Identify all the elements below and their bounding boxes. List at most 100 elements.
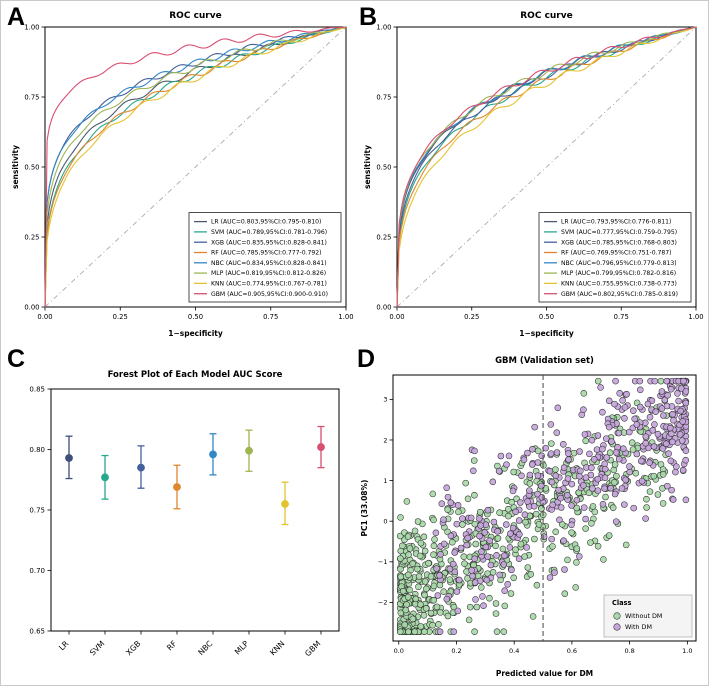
svg-text:0.25: 0.25 [24,233,39,241]
panel-c-forest-plot: C Forest Plot of Each Model AUC Score 0.6… [7,345,353,683]
forest-point-xgb [137,445,145,489]
svg-text:PC1 (33.08%): PC1 (33.08%) [360,480,369,537]
svg-text:1: 1 [383,477,387,485]
roc-curve-xgb [44,26,347,308]
svg-text:LR: LR [57,639,71,653]
svg-text:SVM: SVM [88,639,106,657]
svg-text:1.00: 1.00 [688,313,703,321]
scatter-legend: Class Without DM With DM [603,594,693,638]
roc-curve-nbc [44,26,347,308]
svg-text:SVM (AUC=0.789,95%CI:0.781-0.7: SVM (AUC=0.789,95%CI:0.781-0.796) [211,229,327,236]
panel-label-a: A [7,3,26,31]
svg-text:0.00: 0.00 [389,313,404,321]
roc-curve-gbm [396,26,697,308]
forest-point-svm [101,454,109,500]
svg-text:1.00: 1.00 [24,23,39,31]
svg-text:0.2: 0.2 [451,647,461,655]
svg-text:1−specificity: 1−specificity [519,329,574,338]
svg-text:MLP (AUC=0.799,95%CI:0.782-0.8: MLP (AUC=0.799,95%CI:0.782-0.816) [561,270,676,277]
forest-point-nbc [209,433,217,476]
svg-text:0.85: 0.85 [29,386,45,394]
panel-label-d: D [357,345,376,373]
svg-text:0.75: 0.75 [614,313,629,321]
panel-label-b: B [359,3,378,31]
svg-text:2: 2 [383,436,387,444]
roc-curve-knn [44,26,347,308]
svg-text:0.8: 0.8 [624,647,634,655]
panel-b-roc-validation: B 0.00 0.25 0.50 0.75 1.00 0.00 0.25 0.50 0.75 1.… [359,3,705,341]
svg-text:XGB (AUC=0.835,95%CI:0.828-0.8: XGB (AUC=0.835,95%CI:0.828-0.841) [211,239,327,246]
svg-text:MLP: MLP [233,639,251,657]
roc-legend: LR (AUC=0.803,95%CI:0.795-0.810) SVM (AUC… [188,212,342,303]
svg-text:sensitivity: sensitivity [363,145,372,189]
roc-legend: LR (AUC=0.793,95%CI:0.776-0.811) SVM (AUC… [538,212,692,303]
svg-text:0.6: 0.6 [567,647,577,655]
svg-text:XGB: XGB [124,639,142,657]
panel-a-roc-training: A 0.00 0.25 0.50 0.75 1.00 0.00 0.25 0.50 0.75 1.… [7,3,355,341]
svg-text:GBM (AUC=0.905,95%CI:0.900-0.9: GBM (AUC=0.905,95%CI:0.900-0.910) [211,291,328,298]
svg-text:0.65: 0.65 [29,628,45,636]
svg-text:0.00: 0.00 [376,303,391,311]
svg-text:1.00: 1.00 [338,313,353,321]
svg-text:With DM: With DM [625,623,652,631]
forest-plot-chart: Forest Plot of Each Model AUC Score 0.65 0… [29,370,340,658]
svg-text:sensitivity: sensitivity [11,145,20,189]
svg-text:0.50: 0.50 [188,313,203,321]
svg-text:SVM (AUC=0.777,95%CI:0.759-0.7: SVM (AUC=0.777,95%CI:0.759-0.795) [561,229,677,236]
svg-text:0.0: 0.0 [394,647,404,655]
svg-text:0.50: 0.50 [24,163,39,171]
svg-text:ROC curve: ROC curve [520,11,572,21]
svg-text:0.50: 0.50 [539,313,554,321]
svg-text:1−specificity: 1−specificity [168,329,223,338]
svg-text:1.0: 1.0 [682,647,692,655]
svg-text:0.50: 0.50 [376,163,391,171]
svg-text:0.75: 0.75 [263,313,278,321]
svg-text:0.75: 0.75 [29,507,45,515]
svg-text:RF (AUC=0.769,95%CI:0.751-0.78: RF (AUC=0.769,95%CI:0.751-0.787) [561,250,672,257]
svg-text:ROC curve: ROC curve [169,11,221,21]
svg-text:GBM (Validation set): GBM (Validation set) [495,356,594,366]
svg-text:0.25: 0.25 [376,233,391,241]
svg-text:0.00: 0.00 [37,313,52,321]
forest-point-gbm [317,425,325,469]
gbm-scatter-chart: GBM (Validation set) 0.0 0.2 0.4 0.6 0.8 1.0 −2… [360,356,697,678]
roc-curve-mlp [44,26,347,308]
forest-point-knn [281,481,289,526]
roc-curve-knn [396,26,697,308]
forest-point-rf [173,464,181,510]
svg-text:−2: −2 [378,599,388,607]
scatter-class-with-dm [432,377,690,635]
panel-d-gbm-scatter: D GBM (Validation set) 0.0 0.2 0.4 0.6 0.8 1.0… [357,345,705,683]
svg-text:NBC (AUC=0.796,95%CI:0.779-0.8: NBC (AUC=0.796,95%CI:0.779-0.813) [561,260,677,267]
svg-text:KNN (AUC=0.755,95%CI:0.738-0.7: KNN (AUC=0.755,95%CI:0.738-0.773) [561,281,677,288]
roc-chart-validation: 0.00 0.25 0.50 0.75 1.00 0.00 0.25 0.50 0.75 1.00… [363,11,704,338]
roc-curve-mlp [396,26,697,308]
svg-text:NBC (AUC=0.834,95%CI:0.828-0.8: NBC (AUC=0.834,95%CI:0.828-0.841) [211,260,327,267]
svg-text:LR (AUC=0.803,95%CI:0.795-0.81: LR (AUC=0.803,95%CI:0.795-0.810) [211,219,321,226]
svg-text:Forest Plot of Each Model AUC: Forest Plot of Each Model AUC Score [108,370,283,380]
svg-text:XGB (AUC=0.785,95%CI:0.768-0.8: XGB (AUC=0.785,95%CI:0.768-0.803) [561,239,677,246]
svg-text:RF: RF [165,639,179,653]
svg-text:Without DM: Without DM [625,612,662,620]
roc-curve-gbm [44,26,347,308]
svg-text:0.75: 0.75 [24,93,39,101]
svg-text:0: 0 [383,517,387,525]
roc-curve-rf [44,26,347,308]
svg-text:0.75: 0.75 [376,93,391,101]
svg-text:Predicted value for DM: Predicted value for DM [496,669,593,678]
svg-text:GBM (AUC=0.802,95%CI:0.785-0.8: GBM (AUC=0.802,95%CI:0.785-0.819) [561,291,678,298]
svg-text:LR (AUC=0.793,95%CI:0.776-0.81: LR (AUC=0.793,95%CI:0.776-0.811) [561,219,671,226]
svg-text:KNN: KNN [268,639,286,657]
svg-text:0.80: 0.80 [29,446,45,454]
svg-text:3: 3 [383,396,387,404]
panel-label-c: C [7,345,26,373]
forest-point-lr [65,435,73,480]
svg-text:0.00: 0.00 [24,303,39,311]
svg-text:0.4: 0.4 [509,647,519,655]
svg-text:GBM: GBM [303,639,322,658]
forest-point-mlp [245,429,253,472]
svg-text:0.25: 0.25 [464,313,479,321]
svg-text:KNN (AUC=0.774,95%CI:0.767-0.7: KNN (AUC=0.774,95%CI:0.767-0.781) [211,281,327,288]
roc-chart-training: 0.00 0.25 0.50 0.75 1.00 0.00 0.25 0.50 0.75 1.00… [11,11,354,338]
